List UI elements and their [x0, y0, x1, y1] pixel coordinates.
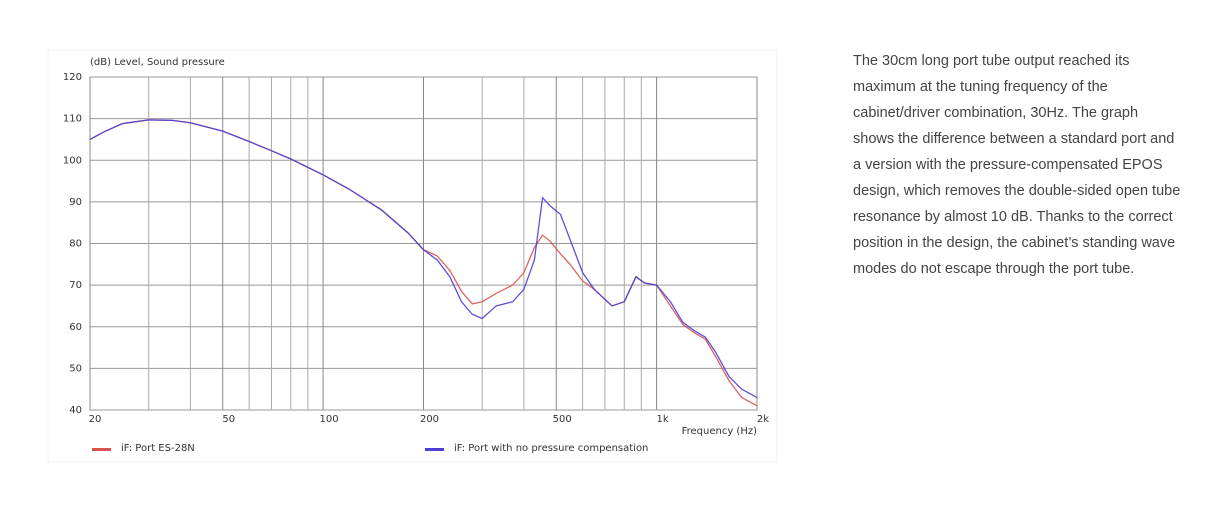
- y-tick-label: 60: [69, 322, 82, 333]
- legend-swatch: [92, 448, 111, 451]
- description: The 30cm long port tube output reached i…: [853, 53, 1181, 277]
- x-tick-label: 100: [320, 414, 339, 425]
- series-line: [89, 119, 758, 399]
- y-tick-label: 70: [69, 280, 82, 291]
- y-tick-label: 80: [69, 239, 82, 250]
- y-tick-label: 110: [63, 114, 82, 125]
- legend-label: iF: Port with no pressure compensation: [454, 443, 648, 454]
- x-tick-label: 1k: [657, 414, 669, 425]
- x-tick-label: 500: [553, 414, 572, 425]
- x-tick-label: 2k: [757, 414, 769, 425]
- y-tick-label: 50: [69, 363, 82, 374]
- y-tick-label: 40: [69, 405, 82, 416]
- chart: (dB) Level, Sound pressure Frequency (Hz…: [47, 49, 778, 463]
- y-tick-label: 120: [63, 72, 82, 83]
- x-tick-label: 20: [89, 414, 102, 425]
- x-tick-label: 50: [222, 414, 235, 425]
- y-tick-label: 100: [63, 155, 82, 166]
- y-tick-label: 90: [69, 197, 82, 208]
- x-tick-label: 200: [420, 414, 439, 425]
- x-axis-label: Frequency (Hz): [682, 426, 758, 437]
- legend-swatch: [425, 448, 444, 451]
- y-axis-label: (dB) Level, Sound pressure: [90, 57, 225, 68]
- legend-label: iF: Port ES-28N: [121, 443, 195, 454]
